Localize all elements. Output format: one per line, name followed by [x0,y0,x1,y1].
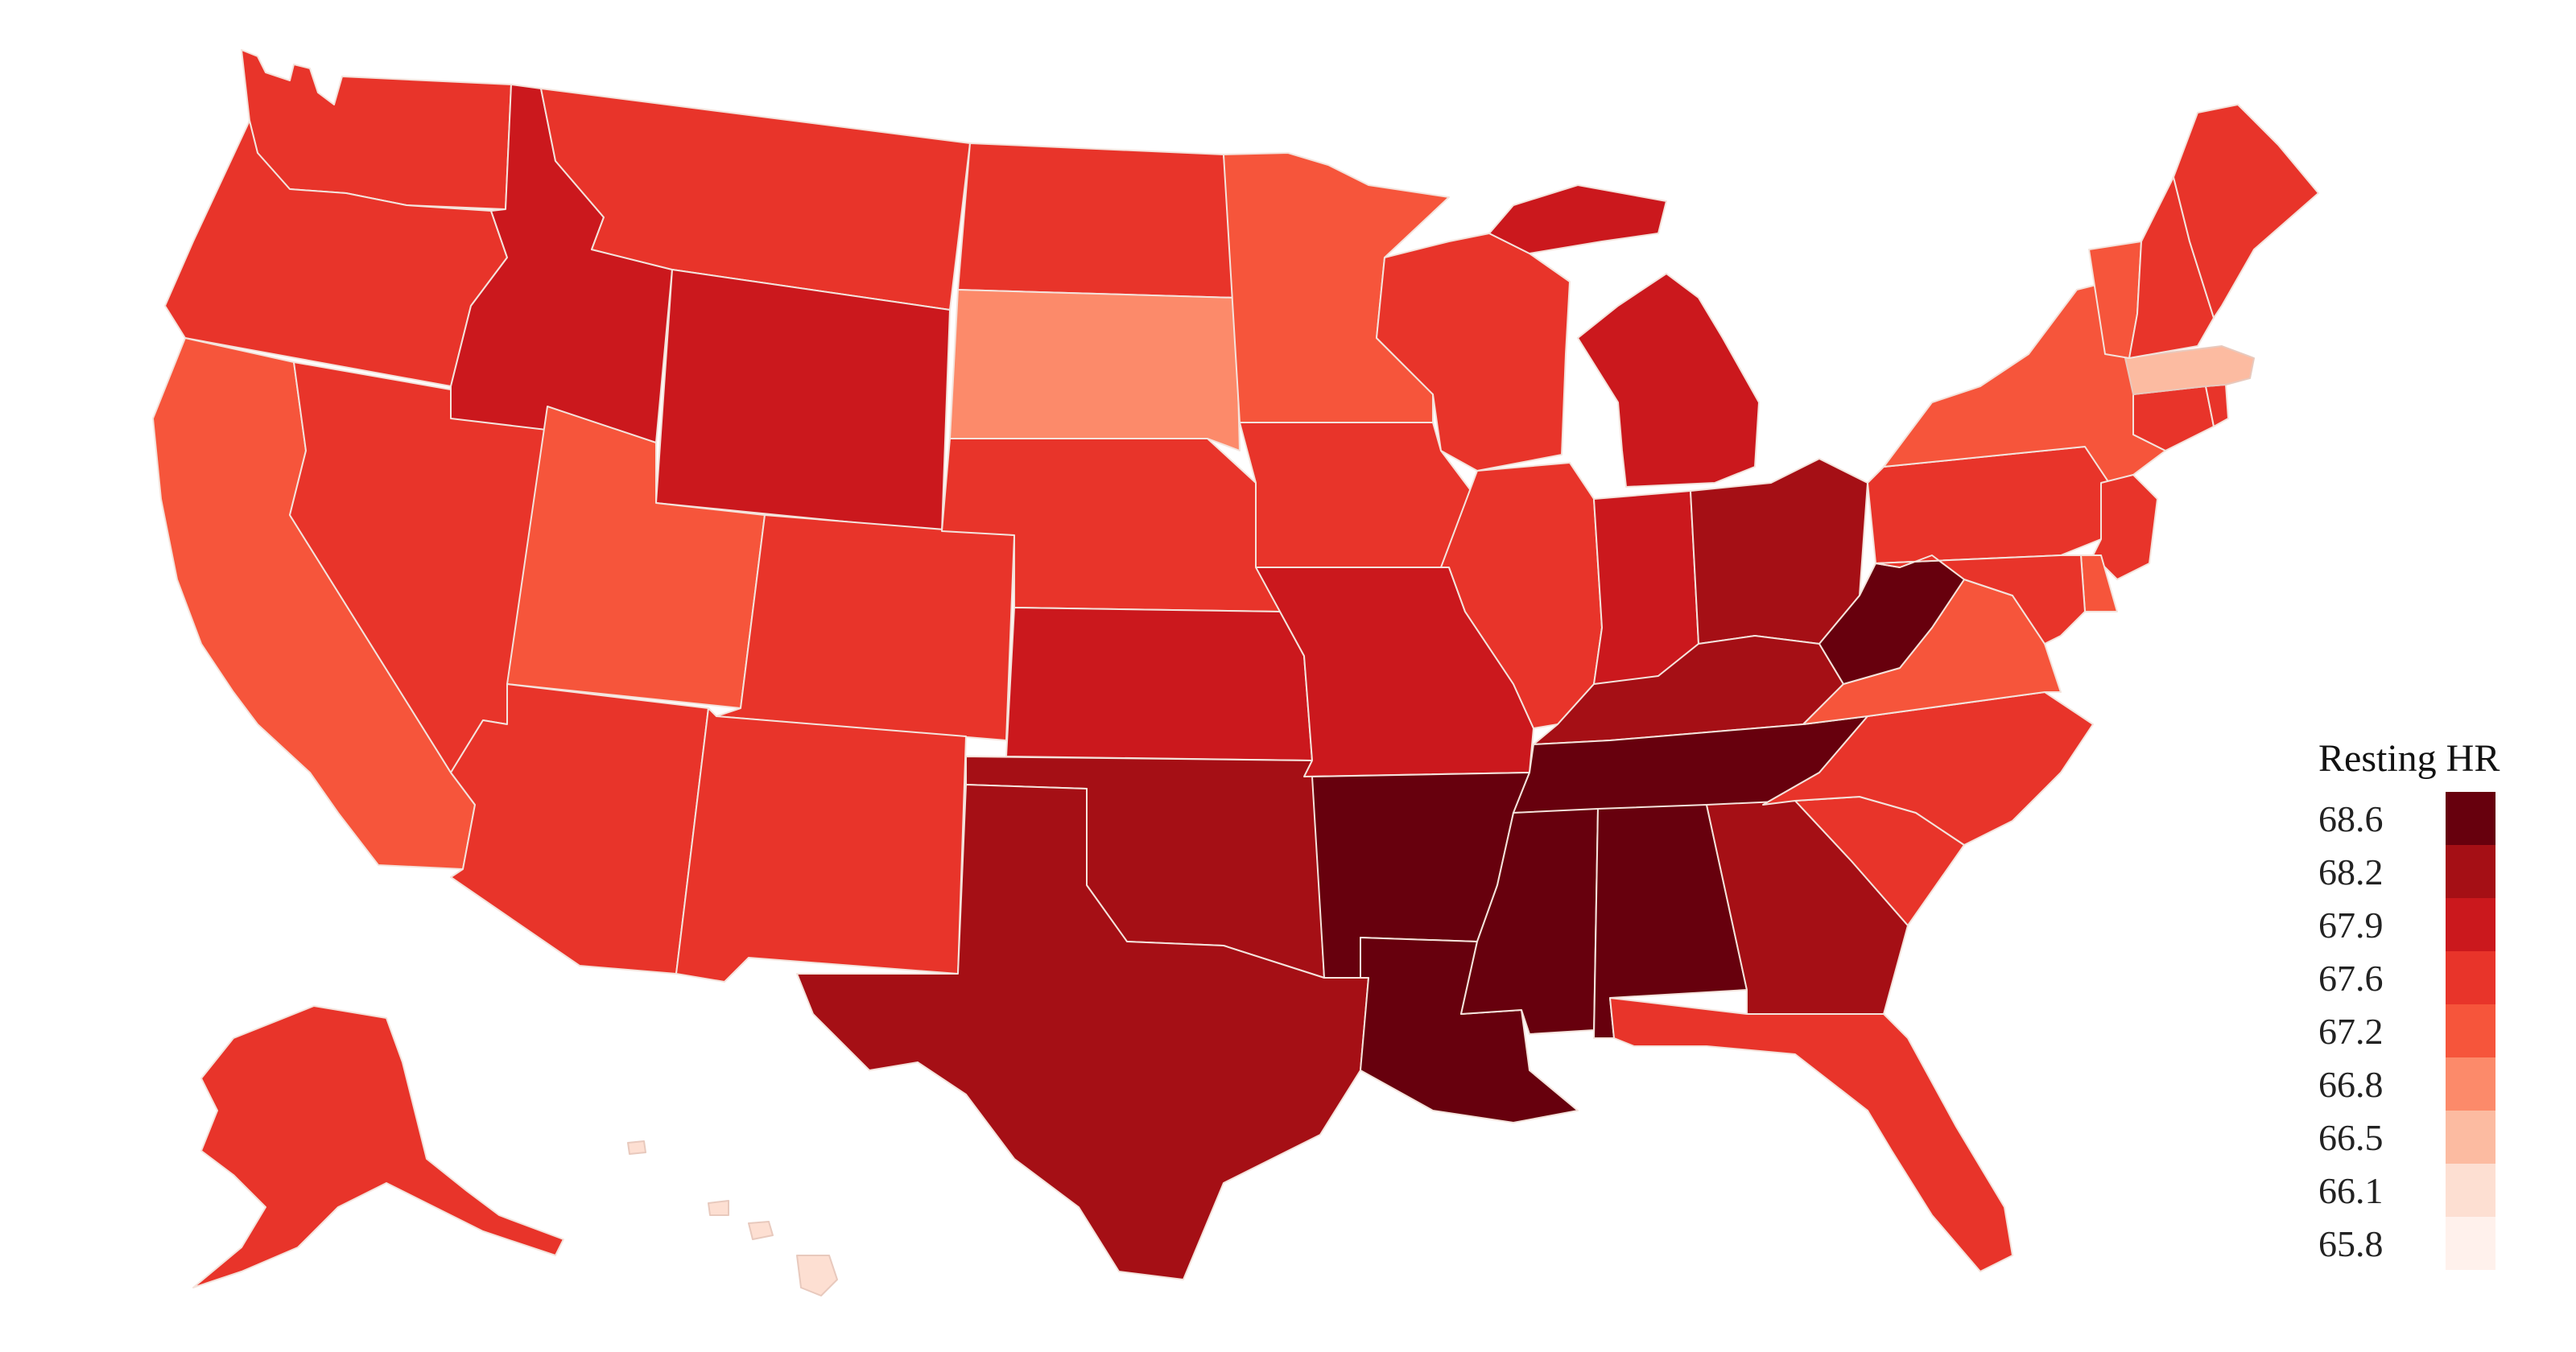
legend-swatch [2446,1111,2496,1164]
state-mi [1488,184,1760,488]
legend-swatch [2446,792,2496,845]
legend-title: Resting HR [2318,737,2500,780]
legend-row: 66.8 [2318,1057,2520,1111]
legend-row: 67.9 [2318,898,2520,951]
legend: Resting HR 68.6 68.2 67.9 67.6 67.2 66.8… [2318,736,2520,1270]
state-oh [1690,458,1868,645]
legend-label: 67.2 [2318,1010,2384,1052]
state-ks [1005,607,1313,761]
state-nd [957,142,1236,299]
legend-label: 67.6 [2318,957,2384,999]
state-ak [192,1005,564,1288]
state-fl [1609,997,2013,1272]
legend-swatch [2446,1004,2496,1057]
state-ct [2132,385,2215,451]
state-nj [2092,474,2158,580]
legend-row: 66.5 [2318,1111,2520,1164]
legend-label: 68.2 [2318,851,2384,892]
legend-label: 66.1 [2318,1169,2384,1211]
legend-row: 68.2 [2318,845,2520,898]
states-layer [152,49,2319,1296]
legend-swatch [2446,1057,2496,1111]
legend-label: 65.8 [2318,1222,2384,1264]
legend-row: 67.2 [2318,1004,2520,1057]
legend-row: 65.8 [2318,1217,2520,1270]
state-sd [949,289,1241,451]
legend-label: 66.8 [2318,1063,2384,1105]
state-ma [2124,345,2255,395]
state-mt [540,88,971,311]
legend-swatch [2446,951,2496,1004]
legend-swatch [2446,1217,2496,1270]
legend-label: 67.9 [2318,904,2384,946]
legend-label: 68.6 [2318,798,2384,839]
state-wi [1376,233,1571,472]
legend-row: 67.6 [2318,951,2520,1004]
state-me [2173,104,2319,319]
state-il [1440,462,1603,729]
state-nm [675,707,967,983]
state-co [716,514,1015,741]
state-az [450,683,709,975]
state-md [1875,554,2086,645]
state-wy [655,269,951,532]
state-hi [627,1140,838,1296]
legend-row: 68.6 [2318,792,2520,845]
legend-swatch [2446,845,2496,898]
legend-label: 66.5 [2318,1116,2384,1158]
state-tx [796,784,1369,1280]
legend-swatch [2446,898,2496,951]
state-nc [1762,691,2094,846]
legend-row: 66.1 [2318,1164,2520,1217]
legend-scale: 68.6 68.2 67.9 67.6 67.2 66.8 66.5 66.1 [2318,792,2520,1270]
legend-swatch [2446,1164,2496,1217]
